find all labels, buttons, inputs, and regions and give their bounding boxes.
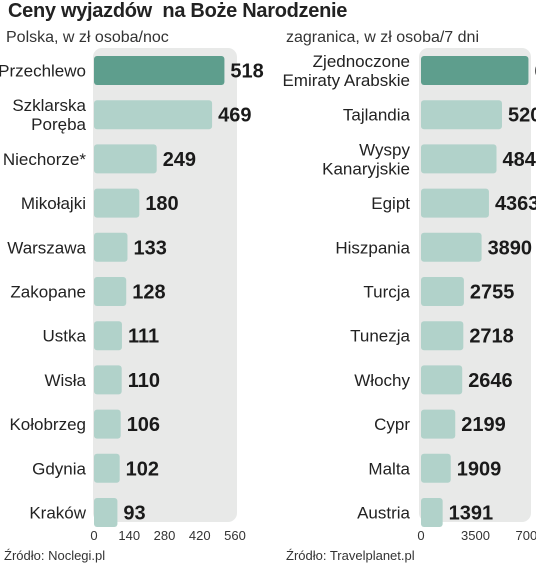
panel-2-bar bbox=[421, 56, 529, 85]
chart-title: Ceny wyjazdów na Boże Narodzenie bbox=[8, 0, 348, 22]
panel-2-category-label: Włochy bbox=[354, 371, 410, 390]
panel-1-bar bbox=[94, 188, 140, 218]
panel-1-category-label: Przechlewo bbox=[0, 62, 86, 81]
panel-2-value-label: 1391 bbox=[449, 503, 494, 525]
panel-2-category-label: Austria bbox=[357, 504, 410, 523]
panel-2-category-label: Tajlandia bbox=[343, 106, 411, 125]
panel-2-category-label: Egipt bbox=[371, 194, 410, 213]
panel-2-bar bbox=[421, 232, 482, 262]
panel-2-bar bbox=[421, 277, 464, 306]
panel-2-category-label: Wyspy Kanaryjskie bbox=[322, 140, 410, 178]
panel-1-value-label: 133 bbox=[133, 237, 166, 259]
panel-1-category-label: Kołobrzeg bbox=[9, 415, 86, 434]
panel-2-category-label: Cypr bbox=[374, 415, 410, 434]
panel-1-tick-label: 0 bbox=[90, 528, 97, 543]
panel-2-category-label: Tunezja bbox=[350, 327, 410, 346]
panel-1-tick-label: 420 bbox=[189, 528, 211, 543]
panel-2-tick-label: 7000 bbox=[516, 528, 536, 543]
panel-2-value-label: 5200 bbox=[508, 105, 536, 127]
panel-2-value-label: 2199 bbox=[461, 414, 506, 436]
panel-1-value-label: 469 bbox=[218, 105, 251, 127]
panel-1-bar bbox=[94, 144, 157, 174]
panel-1-category-label: Ustka bbox=[43, 327, 87, 346]
panel-2-value-label: 1909 bbox=[457, 458, 502, 480]
panel-1-bar bbox=[94, 100, 213, 130]
panel-2-bar bbox=[421, 100, 502, 130]
panel-1-category-label: Mikołajki bbox=[21, 194, 86, 213]
panel-2-bar bbox=[421, 321, 464, 351]
panel-1-value-label: 128 bbox=[132, 282, 165, 304]
panel-1-value-label: 249 bbox=[163, 149, 196, 171]
panel-2-value-label: 4849 bbox=[503, 149, 536, 171]
panel-1-category-label: Warszawa bbox=[7, 238, 86, 257]
panel-2-value-label: 6900 bbox=[534, 61, 536, 83]
panel-1-bar bbox=[94, 232, 128, 262]
panel-2-bar bbox=[421, 498, 443, 527]
panel-2-value-label: 2718 bbox=[469, 326, 513, 348]
panel-1-value-label: 180 bbox=[145, 193, 178, 215]
panel-1-subtitle: Polska, w zł osoba/noc bbox=[6, 29, 169, 46]
panel-1-tick-label: 140 bbox=[118, 528, 140, 543]
panel-1-source: Źródło: Noclegi.pl bbox=[4, 548, 105, 563]
panel-2-value-label: 4363 bbox=[495, 193, 536, 215]
panel-2-bar bbox=[421, 365, 463, 395]
panel-1-bar bbox=[94, 321, 122, 351]
panel-1-bar bbox=[94, 498, 118, 527]
panel-1-value-label: 111 bbox=[128, 326, 159, 348]
panel-1-bar bbox=[94, 56, 225, 85]
panel-1-value-label: 518 bbox=[230, 61, 263, 83]
panel-1-value-label: 102 bbox=[126, 458, 159, 480]
panel-1-value-label: 106 bbox=[127, 414, 160, 436]
panel-1-bar bbox=[94, 277, 127, 306]
panel-2-category-label: Hiszpania bbox=[335, 238, 410, 257]
panel-2-bar bbox=[421, 144, 497, 174]
panel-2-bar bbox=[421, 453, 451, 483]
panel-1-category-label: Gdynia bbox=[32, 459, 86, 478]
panel-1-tick-label: 280 bbox=[154, 528, 176, 543]
panel-2-source: Źródło: Travelplanet.pl bbox=[286, 548, 415, 563]
panel-1-tick-label: 560 bbox=[224, 528, 246, 543]
panel-2-value-label: 3890 bbox=[488, 237, 533, 259]
panel-1-value-label: 93 bbox=[123, 503, 145, 525]
panel-1-value-label: 110 bbox=[128, 370, 160, 392]
panel-2-value-label: 2646 bbox=[468, 370, 513, 392]
panel-1-bar bbox=[94, 409, 121, 439]
panel-1-bar bbox=[94, 365, 122, 395]
panel-1-category-label: Wisła bbox=[44, 371, 86, 390]
panel-1-bar bbox=[94, 453, 120, 483]
panel-2-bar bbox=[421, 188, 489, 218]
panel-1-category-label: Szklarska Poręba bbox=[12, 96, 86, 134]
panel-2-category-label: Zjednoczone Emiraty Arabskie bbox=[282, 52, 410, 90]
panel-2-category-label: Malta bbox=[368, 459, 410, 478]
panel-1-category-label: Niechorze* bbox=[3, 150, 87, 169]
panel-2-subtitle: zagranica, w zł osoba/7 dni bbox=[286, 29, 479, 46]
panel-2-category-label: Turcja bbox=[363, 283, 410, 302]
panel-1-category-label: Kraków bbox=[29, 504, 86, 523]
panel-2-value-label: 2755 bbox=[470, 282, 515, 304]
panel-2-bar bbox=[421, 409, 456, 439]
panel-2-tick-label: 0 bbox=[417, 528, 424, 543]
panel-1-category-label: Zakopane bbox=[10, 283, 86, 302]
panel-2-tick-label: 3500 bbox=[461, 528, 490, 543]
